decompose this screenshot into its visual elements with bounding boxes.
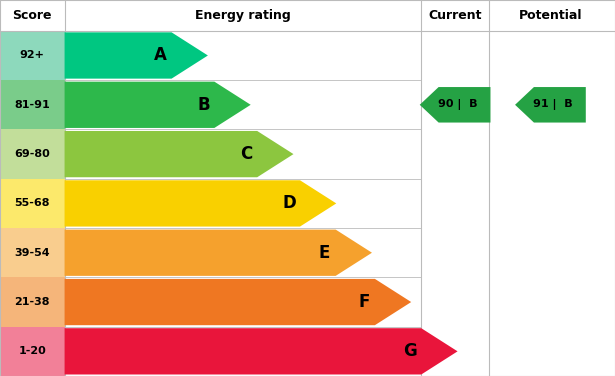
Text: 81-91: 81-91 (14, 100, 50, 110)
Polygon shape (0, 228, 65, 277)
Text: Current: Current (429, 9, 482, 22)
Polygon shape (0, 277, 65, 327)
Polygon shape (65, 230, 372, 276)
Text: 39-54: 39-54 (15, 248, 50, 258)
Text: 21-38: 21-38 (15, 297, 50, 307)
Polygon shape (65, 279, 411, 325)
Polygon shape (0, 129, 65, 179)
Text: 90 |  B: 90 | B (438, 99, 478, 110)
Text: E: E (319, 244, 330, 262)
Polygon shape (515, 87, 585, 123)
Text: Score: Score (12, 9, 52, 22)
Text: Energy rating: Energy rating (195, 9, 291, 22)
Polygon shape (0, 31, 65, 80)
Text: G: G (403, 342, 417, 360)
Text: 92+: 92+ (20, 50, 45, 61)
Polygon shape (65, 82, 251, 128)
Polygon shape (65, 32, 208, 79)
Text: 91 |  B: 91 | B (533, 99, 573, 110)
Polygon shape (65, 131, 293, 177)
Polygon shape (65, 180, 336, 227)
Text: 1-20: 1-20 (18, 346, 46, 356)
Text: F: F (358, 293, 370, 311)
Text: Potential: Potential (518, 9, 582, 22)
Polygon shape (0, 179, 65, 228)
Text: D: D (282, 194, 296, 212)
Text: 69-80: 69-80 (14, 149, 50, 159)
Polygon shape (0, 327, 65, 376)
Polygon shape (0, 80, 65, 129)
Text: A: A (154, 47, 167, 65)
Text: 55-68: 55-68 (15, 199, 50, 208)
Text: C: C (240, 145, 252, 163)
Text: B: B (197, 96, 210, 114)
Polygon shape (65, 328, 458, 374)
Polygon shape (419, 87, 491, 123)
